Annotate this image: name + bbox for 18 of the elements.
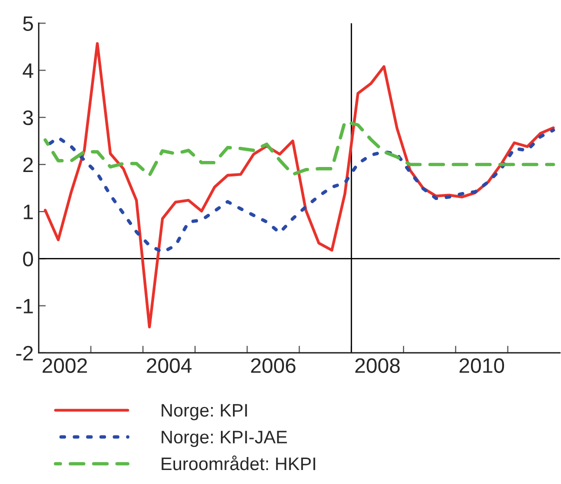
- legend-label: Norge: KPI: [162, 404, 247, 420]
- y-tick-label: 1: [24, 204, 33, 220]
- x-tick-label: 2010: [460, 358, 504, 373]
- line-series: [44, 42, 555, 328]
- y-tick-label: -1: [16, 298, 33, 314]
- x-tick-label: 2002: [42, 358, 87, 373]
- line-series: [44, 120, 556, 177]
- x-tick-label: 2004: [146, 358, 192, 373]
- y-tick-label: 3: [23, 110, 33, 126]
- legend-label: Norge: KPI-JAE: [162, 430, 287, 448]
- x-tick-label: 2008: [355, 358, 400, 373]
- y-tick-label: 0: [23, 252, 34, 266]
- y-tick-label: 5: [23, 16, 33, 31]
- legend-label: Euroområdet: HKPI: [162, 456, 316, 470]
- y-tick-label: 4: [22, 64, 34, 78]
- y-tick-label: -2: [16, 346, 33, 360]
- x-tick-label: 2006: [251, 358, 296, 373]
- y-tick-label: 2: [23, 157, 33, 172]
